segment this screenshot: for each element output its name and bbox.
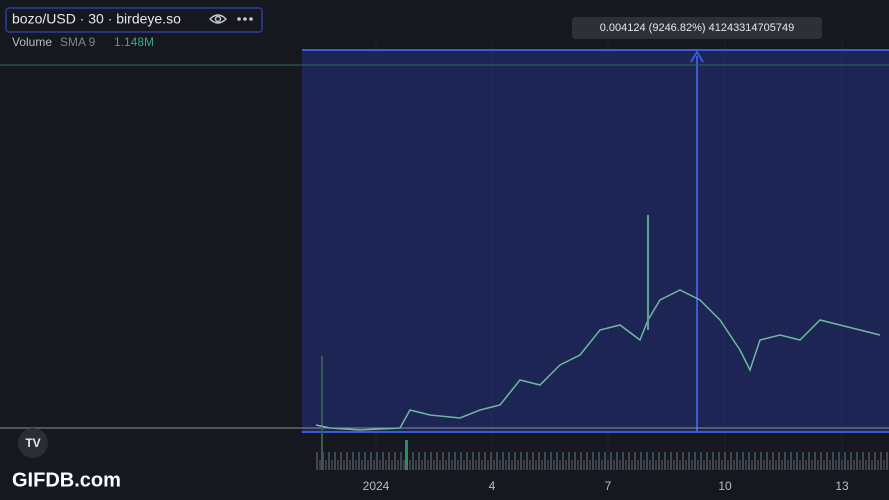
x-tick-label: 13 [835, 479, 849, 493]
symbol: bozo/USD · 30 · birdeye.so [12, 11, 181, 27]
measure-tooltip [572, 17, 822, 39]
grid [375, 40, 843, 470]
indicator-params: SMA 9 [60, 35, 96, 49]
x-tick-label: 4 [489, 479, 496, 493]
indicator: Volume [12, 35, 52, 49]
x-tick-label: 7 [605, 479, 612, 493]
x-tick-label: 2024 [363, 479, 390, 493]
volume-bars [316, 440, 889, 470]
measure-label: 0.004124 (9246.82%) 41243314705749 [600, 22, 795, 34]
price [315, 289, 881, 431]
x-tick-label: 10 [718, 479, 732, 493]
tv-logo[interactable] [18, 428, 48, 458]
x-axis: 2024 4 7 10 13 [363, 479, 849, 493]
indicator-value: 1.148M [114, 35, 154, 49]
arrow-head [690, 50, 704, 63]
watermark: GIFDB.com [12, 469, 121, 491]
more-icon[interactable] [237, 17, 253, 21]
volume-spike [405, 440, 408, 470]
tv-logo-mark: TV [25, 436, 40, 450]
measure-area [302, 50, 889, 432]
legend-box[interactable] [5, 7, 263, 33]
eye-icon[interactable] [209, 14, 227, 24]
volume-spike [321, 356, 323, 470]
